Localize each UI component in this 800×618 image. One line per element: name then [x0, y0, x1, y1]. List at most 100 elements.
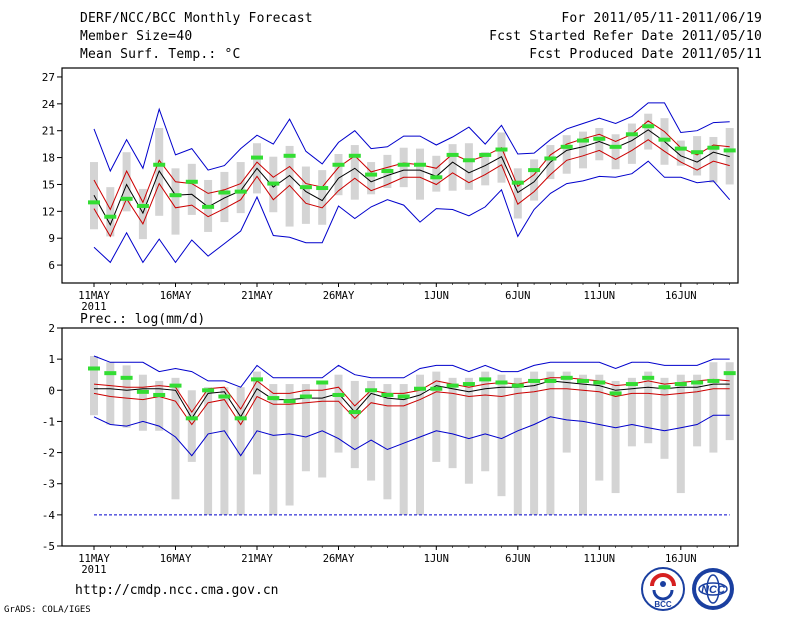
min-line: [93, 414, 730, 457]
ensemble-box: [627, 123, 636, 164]
observed-marker: [169, 383, 182, 388]
grads-credit: GrADS: COLA/IGES: [4, 605, 91, 615]
observed-marker: [593, 380, 606, 385]
observed-marker: [691, 380, 704, 385]
observed-marker: [153, 162, 166, 167]
ensemble-box: [367, 380, 376, 481]
ensemble-box: [90, 356, 98, 416]
observed-marker: [397, 162, 410, 167]
y-tick-label: 18: [42, 152, 55, 165]
upper-line: [93, 120, 730, 211]
observed-marker: [446, 152, 459, 157]
y-tick-label: 0: [48, 384, 55, 397]
observed-marker: [136, 203, 149, 208]
observed-marker: [267, 396, 280, 401]
observed-marker: [414, 162, 426, 167]
ensemble-box: [399, 147, 408, 188]
ensemble-box: [187, 163, 196, 215]
y-tick-label: 12: [42, 205, 55, 218]
x-tick-sublabel: 2011: [81, 301, 106, 313]
y-tick-label: 21: [42, 125, 55, 138]
footer-url[interactable]: http://cmdp.ncc.cma.gov.cn: [75, 583, 279, 598]
ensemble-box: [285, 145, 294, 227]
ensemble-box: [481, 152, 490, 186]
ensemble-box: [660, 377, 669, 459]
ensemble-box: [481, 371, 490, 472]
ensemble-box: [530, 371, 539, 515]
observed-marker: [462, 158, 475, 163]
ensemble-box: [579, 131, 587, 169]
ensemble-box: [627, 377, 636, 447]
ensemble-box: [269, 384, 278, 515]
observed-marker: [609, 144, 622, 149]
ensemble-box: [399, 384, 408, 515]
observed-marker: [153, 392, 166, 397]
observed-marker: [479, 377, 492, 382]
ensemble-box: [106, 362, 115, 425]
observed-marker: [397, 394, 410, 399]
x-tick-label: 6JUN: [505, 290, 530, 302]
observed-marker: [120, 196, 133, 201]
observed-marker: [593, 136, 606, 141]
y-tick-label: -4: [42, 509, 56, 522]
observed-marker: [316, 380, 329, 385]
ensemble-box: [464, 143, 473, 190]
ensemble-box: [562, 371, 571, 453]
ensemble-box: [513, 168, 522, 219]
observed-marker: [185, 179, 198, 184]
observed-marker: [381, 169, 394, 174]
ensemble-box: [138, 374, 147, 431]
observed-marker: [104, 371, 117, 376]
y-tick-label: -3: [42, 478, 55, 491]
x-tick-label: 11MAY: [78, 290, 110, 302]
x-tick-label: 11JUN: [583, 553, 615, 565]
y-tick-label: 27: [42, 71, 55, 84]
observed-marker: [577, 378, 589, 383]
ensemble-box: [725, 362, 734, 441]
ensemble-box: [676, 140, 685, 166]
ensemble-box: [448, 144, 457, 191]
observed-marker: [316, 186, 329, 191]
observed-marker: [88, 366, 100, 371]
ensemble-box: [611, 134, 620, 170]
observed-marker: [528, 378, 541, 383]
ensemble-box: [579, 374, 587, 515]
observed-marker: [625, 382, 638, 387]
ncc-logo-text: NCC: [701, 584, 726, 596]
ensemble-box: [709, 136, 718, 183]
observed-marker: [299, 185, 312, 190]
ensemble-box: [383, 384, 392, 500]
observed-marker: [723, 371, 736, 376]
ensemble-box: [644, 371, 653, 444]
ensemble-box: [676, 374, 685, 494]
observed-marker: [381, 392, 394, 397]
x-tick-label: 26MAY: [323, 553, 355, 565]
ensemble-box: [220, 387, 229, 515]
forecast-period: For 2011/05/11-2011/06/19: [561, 11, 762, 26]
ensemble-box: [334, 154, 343, 196]
ensemble-box: [432, 155, 441, 192]
observed-marker: [511, 383, 524, 388]
observed-marker: [642, 375, 655, 380]
observed-marker: [495, 147, 508, 152]
observed-marker: [642, 124, 655, 129]
median-line: [94, 380, 730, 420]
observed-marker: [332, 162, 345, 167]
observed-marker: [251, 155, 263, 160]
ensemble-box: [318, 380, 327, 478]
ensemble-box: [693, 374, 702, 447]
observed-marker: [430, 175, 443, 180]
bcc-logo: BCC: [641, 567, 685, 611]
observed-marker: [446, 383, 459, 388]
observed-marker: [723, 148, 736, 153]
ensemble-box: [448, 377, 457, 469]
ensemble-box: [236, 387, 245, 515]
observed-marker: [462, 382, 475, 387]
refer-date: Fcst Started Refer Date 2011/05/10: [489, 29, 762, 44]
observed-marker: [560, 375, 573, 380]
ensemble-box: [530, 159, 539, 201]
observed-marker: [104, 214, 117, 219]
ensemble-box: [709, 362, 718, 453]
ensemble-box: [546, 371, 555, 515]
